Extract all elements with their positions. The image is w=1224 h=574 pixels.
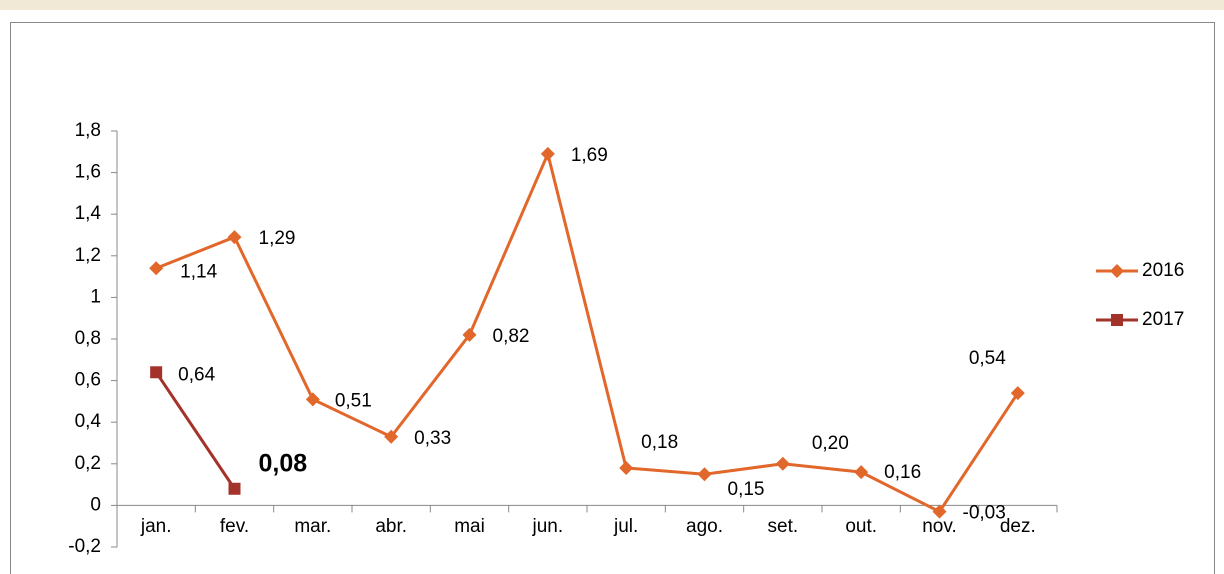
data-point (1111, 314, 1123, 326)
y-tick-label: 0,6 (75, 370, 101, 391)
data-label: -0,03 (963, 503, 1006, 524)
data-label: 0,08 (259, 449, 308, 477)
data-point (854, 465, 869, 480)
data-point (697, 467, 712, 482)
data-point (150, 366, 163, 379)
y-tick-label: 0,4 (75, 411, 102, 432)
data-point (775, 456, 790, 471)
data-label: 0,18 (641, 432, 678, 453)
y-tick-label: -0,2 (68, 536, 101, 557)
y-tick-label: 0 (90, 494, 101, 515)
x-tick-label: jan. (140, 516, 172, 537)
y-tick-label: 1,4 (75, 203, 102, 224)
x-tick-label: out. (845, 516, 877, 537)
data-point (384, 429, 399, 444)
data-label: 1,14 (180, 261, 217, 282)
data-point (619, 460, 634, 475)
data-point (1010, 386, 1025, 401)
x-tick-label: fev. (220, 516, 249, 537)
data-label: 0,64 (178, 364, 215, 385)
y-tick-label: 1,8 (75, 120, 101, 141)
y-tick-label: 0,2 (75, 453, 101, 474)
data-label: 0,33 (414, 428, 451, 449)
data-label: 0,20 (812, 433, 849, 454)
x-tick-label: mai (454, 516, 485, 537)
chart-frame (10, 22, 1215, 574)
data-point (1110, 264, 1124, 278)
data-label: 1,69 (571, 145, 608, 166)
data-label: 0,16 (884, 462, 921, 483)
header-strip (0, 0, 1224, 10)
data-point (305, 392, 320, 407)
data-label: 1,29 (259, 228, 296, 249)
x-tick-label: jul. (613, 516, 638, 537)
data-label: 0,15 (728, 479, 765, 500)
x-tick-label: mar. (294, 516, 331, 537)
y-tick-label: 0,8 (75, 328, 101, 349)
x-tick-label: set. (768, 516, 799, 537)
legend-label: 2016 (1142, 260, 1184, 281)
data-point (932, 504, 947, 519)
x-tick-label: nov. (922, 516, 957, 537)
y-tick-label: 1,2 (75, 245, 101, 266)
data-point (462, 327, 477, 342)
x-tick-label: ago. (686, 516, 723, 537)
x-tick-label: abr. (375, 516, 407, 537)
data-point (228, 482, 241, 495)
x-tick-label: dez. (1000, 516, 1036, 537)
x-tick-label: jun. (532, 516, 564, 537)
series-line (155, 149, 1020, 514)
data-label: 0,54 (969, 348, 1006, 369)
y-tick-label: 1,6 (75, 162, 101, 183)
data-label: 0,51 (335, 390, 372, 411)
data-label: 0,82 (493, 326, 530, 347)
data-point (540, 146, 555, 161)
legend-label: 2017 (1142, 309, 1184, 330)
y-tick-label: 1 (90, 286, 101, 307)
series-line (154, 371, 236, 490)
data-point (149, 261, 164, 276)
data-point (227, 230, 242, 245)
